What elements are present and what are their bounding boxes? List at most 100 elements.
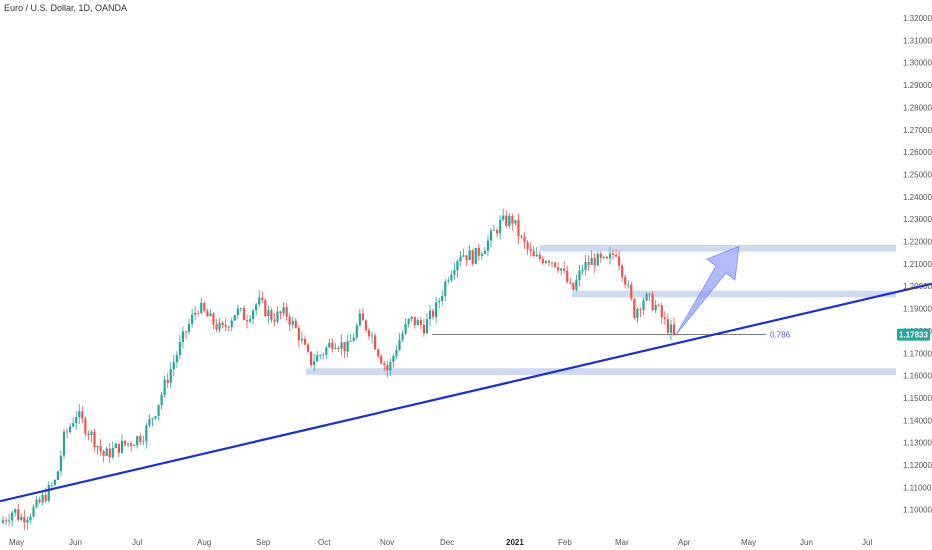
candle-body bbox=[279, 311, 282, 314]
candle-body bbox=[483, 250, 486, 254]
candle-body bbox=[69, 426, 72, 432]
candle-body bbox=[401, 333, 404, 340]
candle-body bbox=[456, 261, 459, 271]
candle-body bbox=[108, 448, 111, 458]
x-tick-label: 2021 bbox=[506, 538, 524, 547]
candle-body bbox=[468, 250, 471, 261]
candle-body bbox=[297, 327, 300, 341]
candle-body bbox=[261, 297, 264, 301]
candle-body bbox=[96, 446, 99, 448]
candle-body bbox=[477, 247, 480, 256]
candle-body bbox=[14, 509, 17, 513]
candle-body bbox=[358, 313, 361, 326]
candle-body bbox=[529, 248, 532, 251]
candle-body bbox=[435, 302, 438, 317]
candle-body bbox=[175, 355, 178, 363]
candle-body bbox=[370, 335, 374, 337]
candle-body bbox=[325, 347, 328, 355]
x-tick-label: Jun bbox=[800, 538, 813, 547]
candle-body bbox=[56, 471, 59, 480]
candle-body bbox=[611, 253, 615, 255]
candle-body bbox=[187, 323, 191, 332]
candle-body bbox=[447, 280, 450, 282]
candle-body bbox=[618, 256, 621, 266]
candle-body bbox=[184, 331, 188, 333]
candle-body bbox=[608, 253, 612, 259]
x-tick-label: Jul bbox=[132, 538, 142, 547]
candle-body bbox=[123, 440, 127, 445]
candle-body bbox=[636, 309, 639, 318]
y-tick-label: 1.30000 bbox=[903, 59, 932, 68]
candle-body bbox=[236, 308, 239, 315]
x-tick-label: Jun bbox=[69, 538, 82, 547]
candle-body bbox=[438, 300, 441, 303]
candle-body bbox=[172, 362, 175, 370]
y-tick-label: 1.32000 bbox=[903, 14, 932, 23]
x-tick-label: Feb bbox=[558, 538, 572, 547]
candle-body bbox=[367, 330, 371, 337]
candle-body bbox=[657, 304, 660, 306]
candle-body bbox=[346, 341, 349, 352]
candle-body bbox=[273, 320, 276, 322]
candle-body bbox=[334, 347, 337, 349]
candle-body bbox=[419, 320, 422, 325]
candle-body bbox=[404, 323, 407, 334]
x-tick-label: Dec bbox=[440, 538, 454, 547]
candle-body bbox=[621, 265, 624, 277]
candle-body bbox=[377, 349, 380, 357]
candle-body bbox=[288, 316, 291, 325]
candle-body bbox=[523, 236, 526, 243]
candle-body bbox=[407, 318, 410, 324]
candle-body bbox=[627, 284, 630, 286]
y-tick-label: 1.31000 bbox=[903, 36, 932, 45]
candle-body bbox=[584, 262, 587, 271]
x-tick-label: Mar bbox=[615, 538, 629, 547]
y-tick-label: 1.13000 bbox=[903, 439, 932, 448]
candle-body bbox=[200, 302, 203, 314]
candle-body bbox=[441, 296, 444, 301]
candle-body bbox=[136, 436, 139, 446]
candle-body bbox=[145, 425, 148, 442]
candle-body bbox=[38, 499, 41, 503]
candle-body bbox=[87, 433, 90, 436]
candle-body bbox=[218, 322, 221, 330]
candle-body bbox=[389, 361, 392, 371]
candle-body bbox=[178, 342, 181, 356]
candle-body bbox=[541, 258, 544, 264]
candle-body bbox=[81, 411, 84, 419]
candle-body bbox=[309, 351, 313, 366]
candle-body bbox=[480, 253, 483, 256]
candle-body bbox=[242, 308, 246, 321]
candle-body bbox=[328, 342, 331, 348]
y-tick-label: 1.29000 bbox=[903, 81, 932, 90]
candle-body bbox=[672, 324, 676, 335]
candle-body bbox=[514, 220, 517, 224]
candle-body bbox=[459, 256, 462, 262]
y-tick-label: 1.16000 bbox=[903, 372, 932, 381]
candle-body bbox=[291, 320, 294, 325]
candle-body bbox=[431, 310, 435, 317]
candle-body bbox=[154, 416, 157, 419]
candle-body bbox=[44, 494, 47, 501]
candle-body bbox=[560, 268, 563, 271]
candle-body bbox=[425, 319, 429, 334]
candles bbox=[1, 208, 676, 531]
candle-body bbox=[221, 322, 224, 326]
chart-title: Euro / U.S. Dollar, 1D, OANDA bbox=[4, 3, 128, 13]
candle-body bbox=[669, 324, 673, 333]
candle-body bbox=[270, 310, 273, 321]
candle-body bbox=[581, 270, 584, 271]
candle-body bbox=[117, 443, 120, 453]
candle-body bbox=[282, 307, 285, 314]
candle-body bbox=[151, 418, 154, 420]
candle-body bbox=[32, 506, 35, 517]
candle-body bbox=[596, 253, 599, 266]
candle-body bbox=[8, 520, 11, 522]
candle-body bbox=[520, 236, 523, 238]
candle-body bbox=[639, 309, 642, 311]
candle-body bbox=[624, 276, 627, 285]
candle-body bbox=[535, 254, 538, 257]
support-zones bbox=[306, 244, 896, 375]
candle-body bbox=[352, 337, 355, 342]
